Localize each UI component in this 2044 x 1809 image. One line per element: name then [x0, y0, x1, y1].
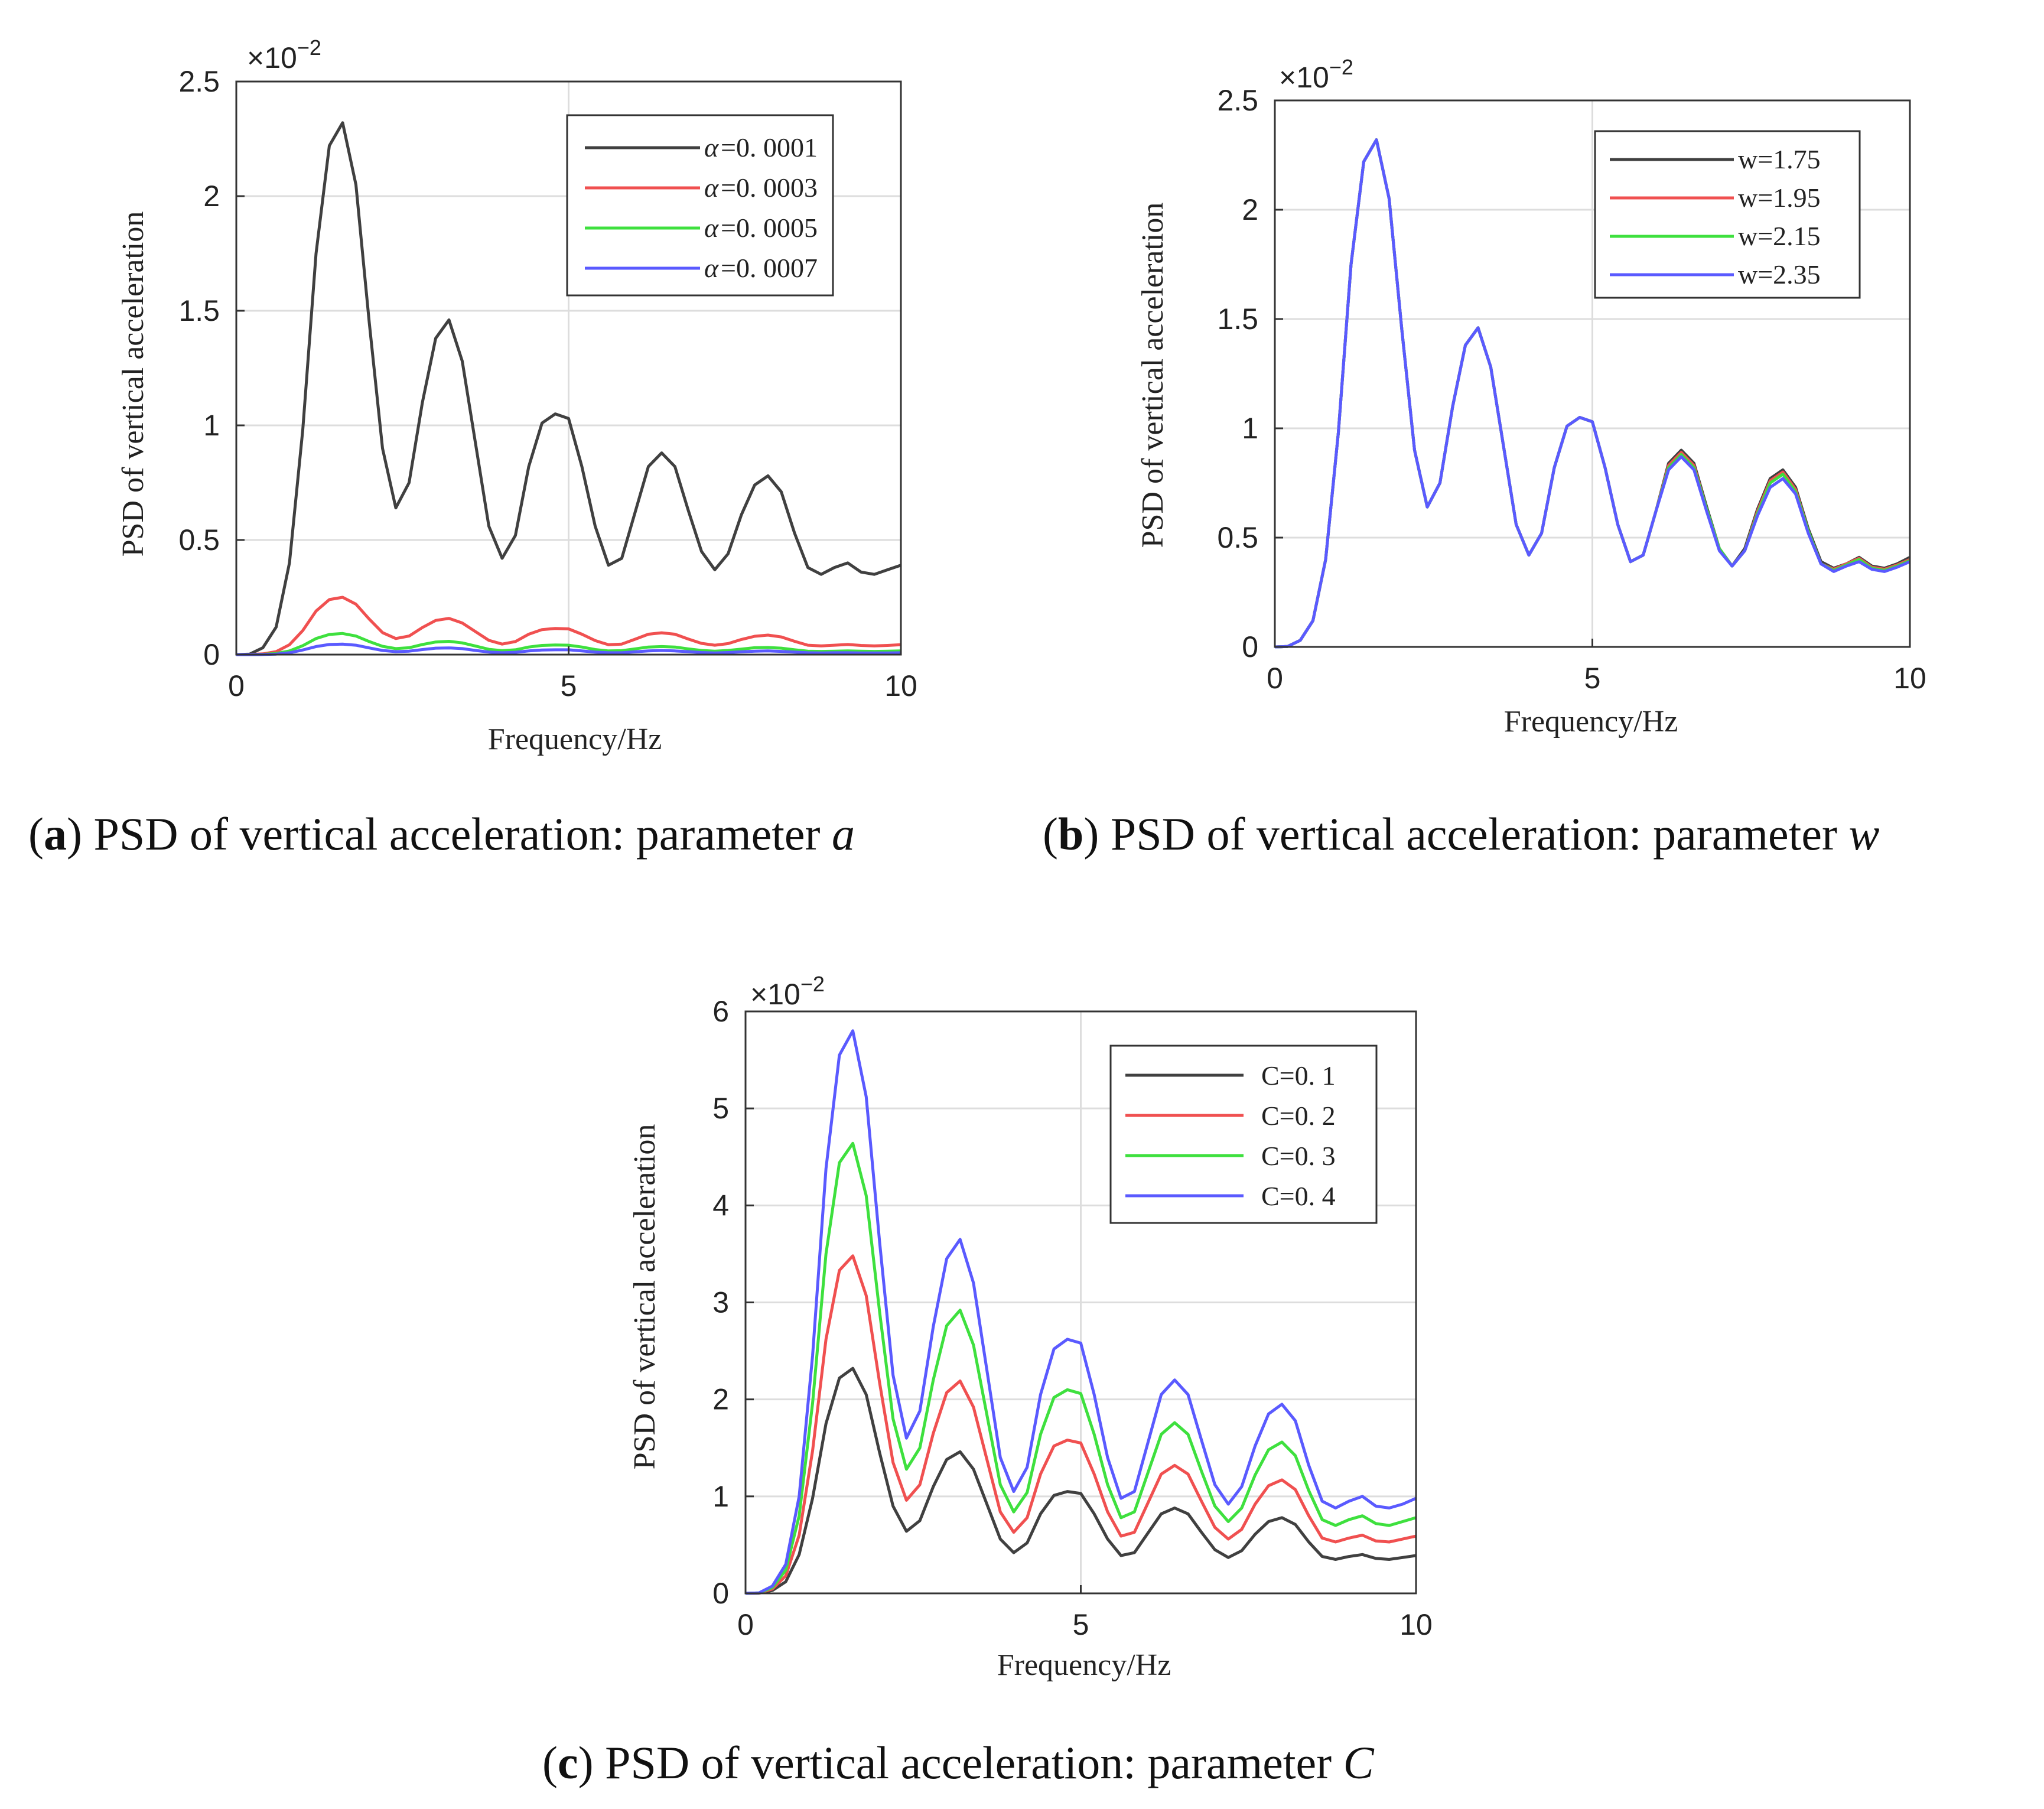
y-tick-label-c-4: 4 — [712, 1189, 729, 1222]
y-tick-label-c-2: 2 — [712, 1383, 729, 1416]
x-axis-label-b: Frequency/Hz — [1504, 705, 1678, 738]
exponent-label-c: ×10−2 — [750, 972, 825, 1011]
y-tick-label-a-1: 0.5 — [178, 523, 220, 557]
legend-b-label-0: w=1.75 — [1738, 144, 1821, 174]
x-tick-label-a-1: 5 — [561, 669, 577, 702]
y-tick-label-b-5: 2.5 — [1217, 84, 1258, 117]
legend-b-label-1: w=1.95 — [1738, 183, 1821, 213]
legend-b: w=1.75 w=1.95 w=2.15 w=2.35 — [1594, 130, 1861, 299]
y-tick-label-a-2: 1 — [203, 409, 220, 442]
y-axis-label-a: PSD of vertical acceleration — [116, 212, 150, 557]
x-tick-label-b-0: 0 — [1267, 662, 1283, 695]
legend-a-prefix-2: α — [704, 213, 719, 243]
x-tick-label-c-0: 0 — [737, 1608, 754, 1641]
series-line-a-0 — [236, 121, 901, 656]
x-axis-label-a: Frequency/Hz — [488, 723, 662, 756]
legend-a-box — [566, 114, 834, 297]
y-tick-label-c-0: 0 — [712, 1577, 729, 1610]
y-tick-label-a-0: 0 — [203, 638, 220, 671]
legend-a-prefix-0: α — [704, 132, 719, 162]
legend-a-prefix-3: α — [704, 253, 719, 283]
y-tick-label-c-6: 6 — [712, 995, 729, 1028]
x-tick-label-b-2: 10 — [1893, 662, 1926, 695]
x-tick-label-b-1: 5 — [1584, 662, 1601, 695]
y-axis-label-c: PSD of vertical acceleration — [628, 1124, 662, 1470]
legend-c-label-3: C=0. 4 — [1261, 1181, 1336, 1211]
legend-c-label-1: C=0. 2 — [1261, 1101, 1336, 1131]
legend-a-label-3: =0. 0007 — [721, 253, 818, 283]
caption-c: (c) PSD of vertical acceleration: parame… — [542, 1737, 1375, 1788]
series-line-c-2 — [745, 1141, 1417, 1595]
x-tick-label-a-0: 0 — [228, 669, 245, 702]
legend-c-label-0: C=0. 1 — [1261, 1060, 1336, 1091]
x-axis-label-c: Frequency/Hz — [997, 1648, 1171, 1682]
x-tick-label-c-1: 5 — [1073, 1608, 1089, 1641]
exponent-label-a: ×10−2 — [247, 35, 321, 74]
caption-a: (a) PSD of vertical acceleration: parame… — [28, 808, 855, 860]
legend-b-label-3: w=2.35 — [1738, 259, 1821, 289]
panel-c: 0 5 10 0 1 2 3 4 5 6 ×10−2 Frequency/Hz PSD of ve… — [542, 972, 1433, 1788]
panel-a: 0 5 10 0 0.5 1 1.5 2 2.5 ×10−2 Frequency/Hz PSD … — [28, 35, 917, 860]
legend-b-label-2: w=2.15 — [1738, 221, 1821, 251]
caption-b: (b) PSD of vertical acceleration: parame… — [1043, 808, 1879, 860]
y-tick-label-b-2: 1 — [1242, 412, 1258, 445]
legend-a: α =0. 0001 α =0. 0003 α =0. 0005 α =0. 0… — [566, 114, 834, 297]
y-tick-label-c-3: 3 — [712, 1286, 729, 1319]
y-tick-label-c-1: 1 — [712, 1480, 729, 1513]
legend-a-label-0: =0. 0001 — [721, 132, 818, 162]
legend-a-label-2: =0. 0005 — [721, 213, 818, 243]
series-line-a-2 — [236, 632, 901, 656]
panel-b: 0 5 10 0 0.5 1 1.5 2 2.5 ×10−2 Frequency/Hz PSD … — [1043, 55, 1926, 860]
y-tick-label-b-3: 1.5 — [1217, 302, 1258, 336]
y-tick-label-b-4: 2 — [1242, 193, 1258, 226]
series-line-a-1 — [236, 596, 901, 656]
legend-a-prefix-1: α — [704, 173, 719, 203]
x-tick-label-a-2: 10 — [884, 669, 917, 702]
exponent-label-b: ×10−2 — [1279, 55, 1353, 94]
y-tick-label-a-4: 2 — [203, 180, 220, 213]
y-tick-label-b-1: 0.5 — [1217, 521, 1258, 554]
y-tick-label-a-3: 1.5 — [178, 294, 220, 327]
legend-c: C=0. 1 C=0. 2 C=0. 3 C=0. 4 — [1109, 1045, 1378, 1224]
y-axis-label-b: PSD of vertical acceleration — [1136, 203, 1170, 548]
y-tick-label-c-5: 5 — [712, 1092, 729, 1125]
series-line-c-1 — [745, 1254, 1417, 1595]
series-line-c-0 — [745, 1366, 1417, 1595]
series-line-b-3 — [1274, 138, 1910, 649]
y-tick-label-a-5: 2.5 — [178, 65, 220, 98]
y-tick-label-b-0: 0 — [1242, 630, 1258, 663]
x-tick-label-c-2: 10 — [1399, 1608, 1433, 1641]
legend-a-label-1: =0. 0003 — [721, 173, 818, 203]
series-line-c-3 — [745, 1029, 1417, 1595]
legend-c-label-2: C=0. 3 — [1261, 1141, 1336, 1171]
